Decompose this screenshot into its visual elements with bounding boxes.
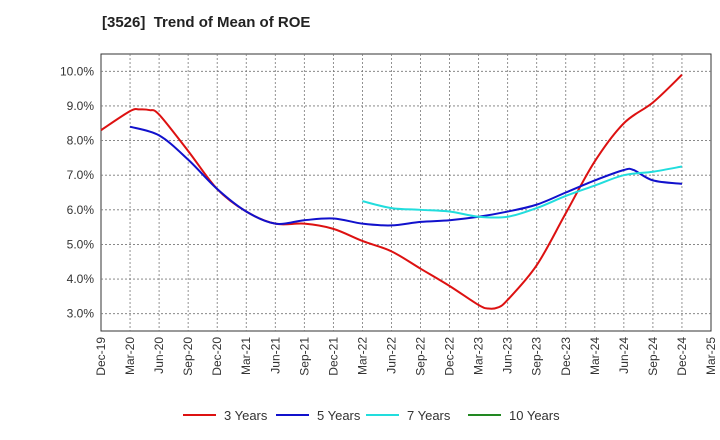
x-tick-label: Dec-20 <box>210 337 224 376</box>
x-tick-label: Sep-24 <box>646 337 660 376</box>
series-lines <box>100 74 683 310</box>
x-tick-label: Mar-20 <box>123 337 137 375</box>
legend-label-10-years: 10 Years <box>509 408 560 423</box>
y-tick-label: 10.0% <box>60 64 94 78</box>
y-axis-ticks: 3.0% 4.0% 5.0% 6.0% 7.0% 8.0% 9.0% 10.0% <box>60 64 94 320</box>
x-tick-label: Jun-20 <box>152 337 166 374</box>
x-tick-label: Dec-21 <box>326 337 340 376</box>
x-tick-label: Mar-22 <box>355 337 369 375</box>
x-tick-label: Sep-22 <box>414 337 428 376</box>
plot-area <box>100 53 712 332</box>
y-tick-label: 7.0% <box>67 168 95 182</box>
x-tick-label: Jun-21 <box>268 337 282 374</box>
y-tick-label: 8.0% <box>67 134 95 148</box>
legend-label-3-years: 3 Years <box>224 408 268 423</box>
legend-label-5-years: 5 Years <box>317 408 361 423</box>
x-tick-label: Sep-21 <box>297 337 311 376</box>
y-tick-label: 3.0% <box>67 307 95 321</box>
legend: 3 Years 5 Years 7 Years 10 Years <box>183 408 560 423</box>
x-tick-label: Mar-23 <box>472 337 486 375</box>
x-tick-label: Jun-24 <box>617 337 631 374</box>
x-tick-label: Mar-24 <box>588 337 602 375</box>
x-tick-label: Jun-22 <box>384 337 398 374</box>
x-tick-label: Mar-21 <box>239 337 253 375</box>
y-tick-label: 5.0% <box>67 237 95 251</box>
x-axis-ticks: Dec-19 Mar-20 Jun-20 Sep-20 Dec-20 Mar-21 Jun-… <box>94 337 718 376</box>
series-line-5-years <box>129 125 683 227</box>
x-tick-label: Mar-25 <box>704 337 718 375</box>
chart-title: [3526] Trend of Mean of ROE <box>102 14 311 31</box>
x-tick-label: Dec-23 <box>559 337 573 376</box>
series-line-7-years <box>362 165 683 219</box>
x-tick-label: Dec-19 <box>94 337 108 376</box>
x-tick-label: Sep-23 <box>530 337 544 376</box>
x-tick-label: Dec-24 <box>675 337 689 376</box>
y-tick-label: 4.0% <box>67 272 95 286</box>
series-line-3-years <box>100 74 683 310</box>
y-tick-label: 9.0% <box>67 99 95 113</box>
x-tick-label: Dec-22 <box>443 337 457 376</box>
y-tick-label: 6.0% <box>67 203 95 217</box>
legend-label-7-years: 7 Years <box>407 408 451 423</box>
x-tick-label: Jun-23 <box>501 337 515 374</box>
x-tick-label: Sep-20 <box>181 337 195 376</box>
